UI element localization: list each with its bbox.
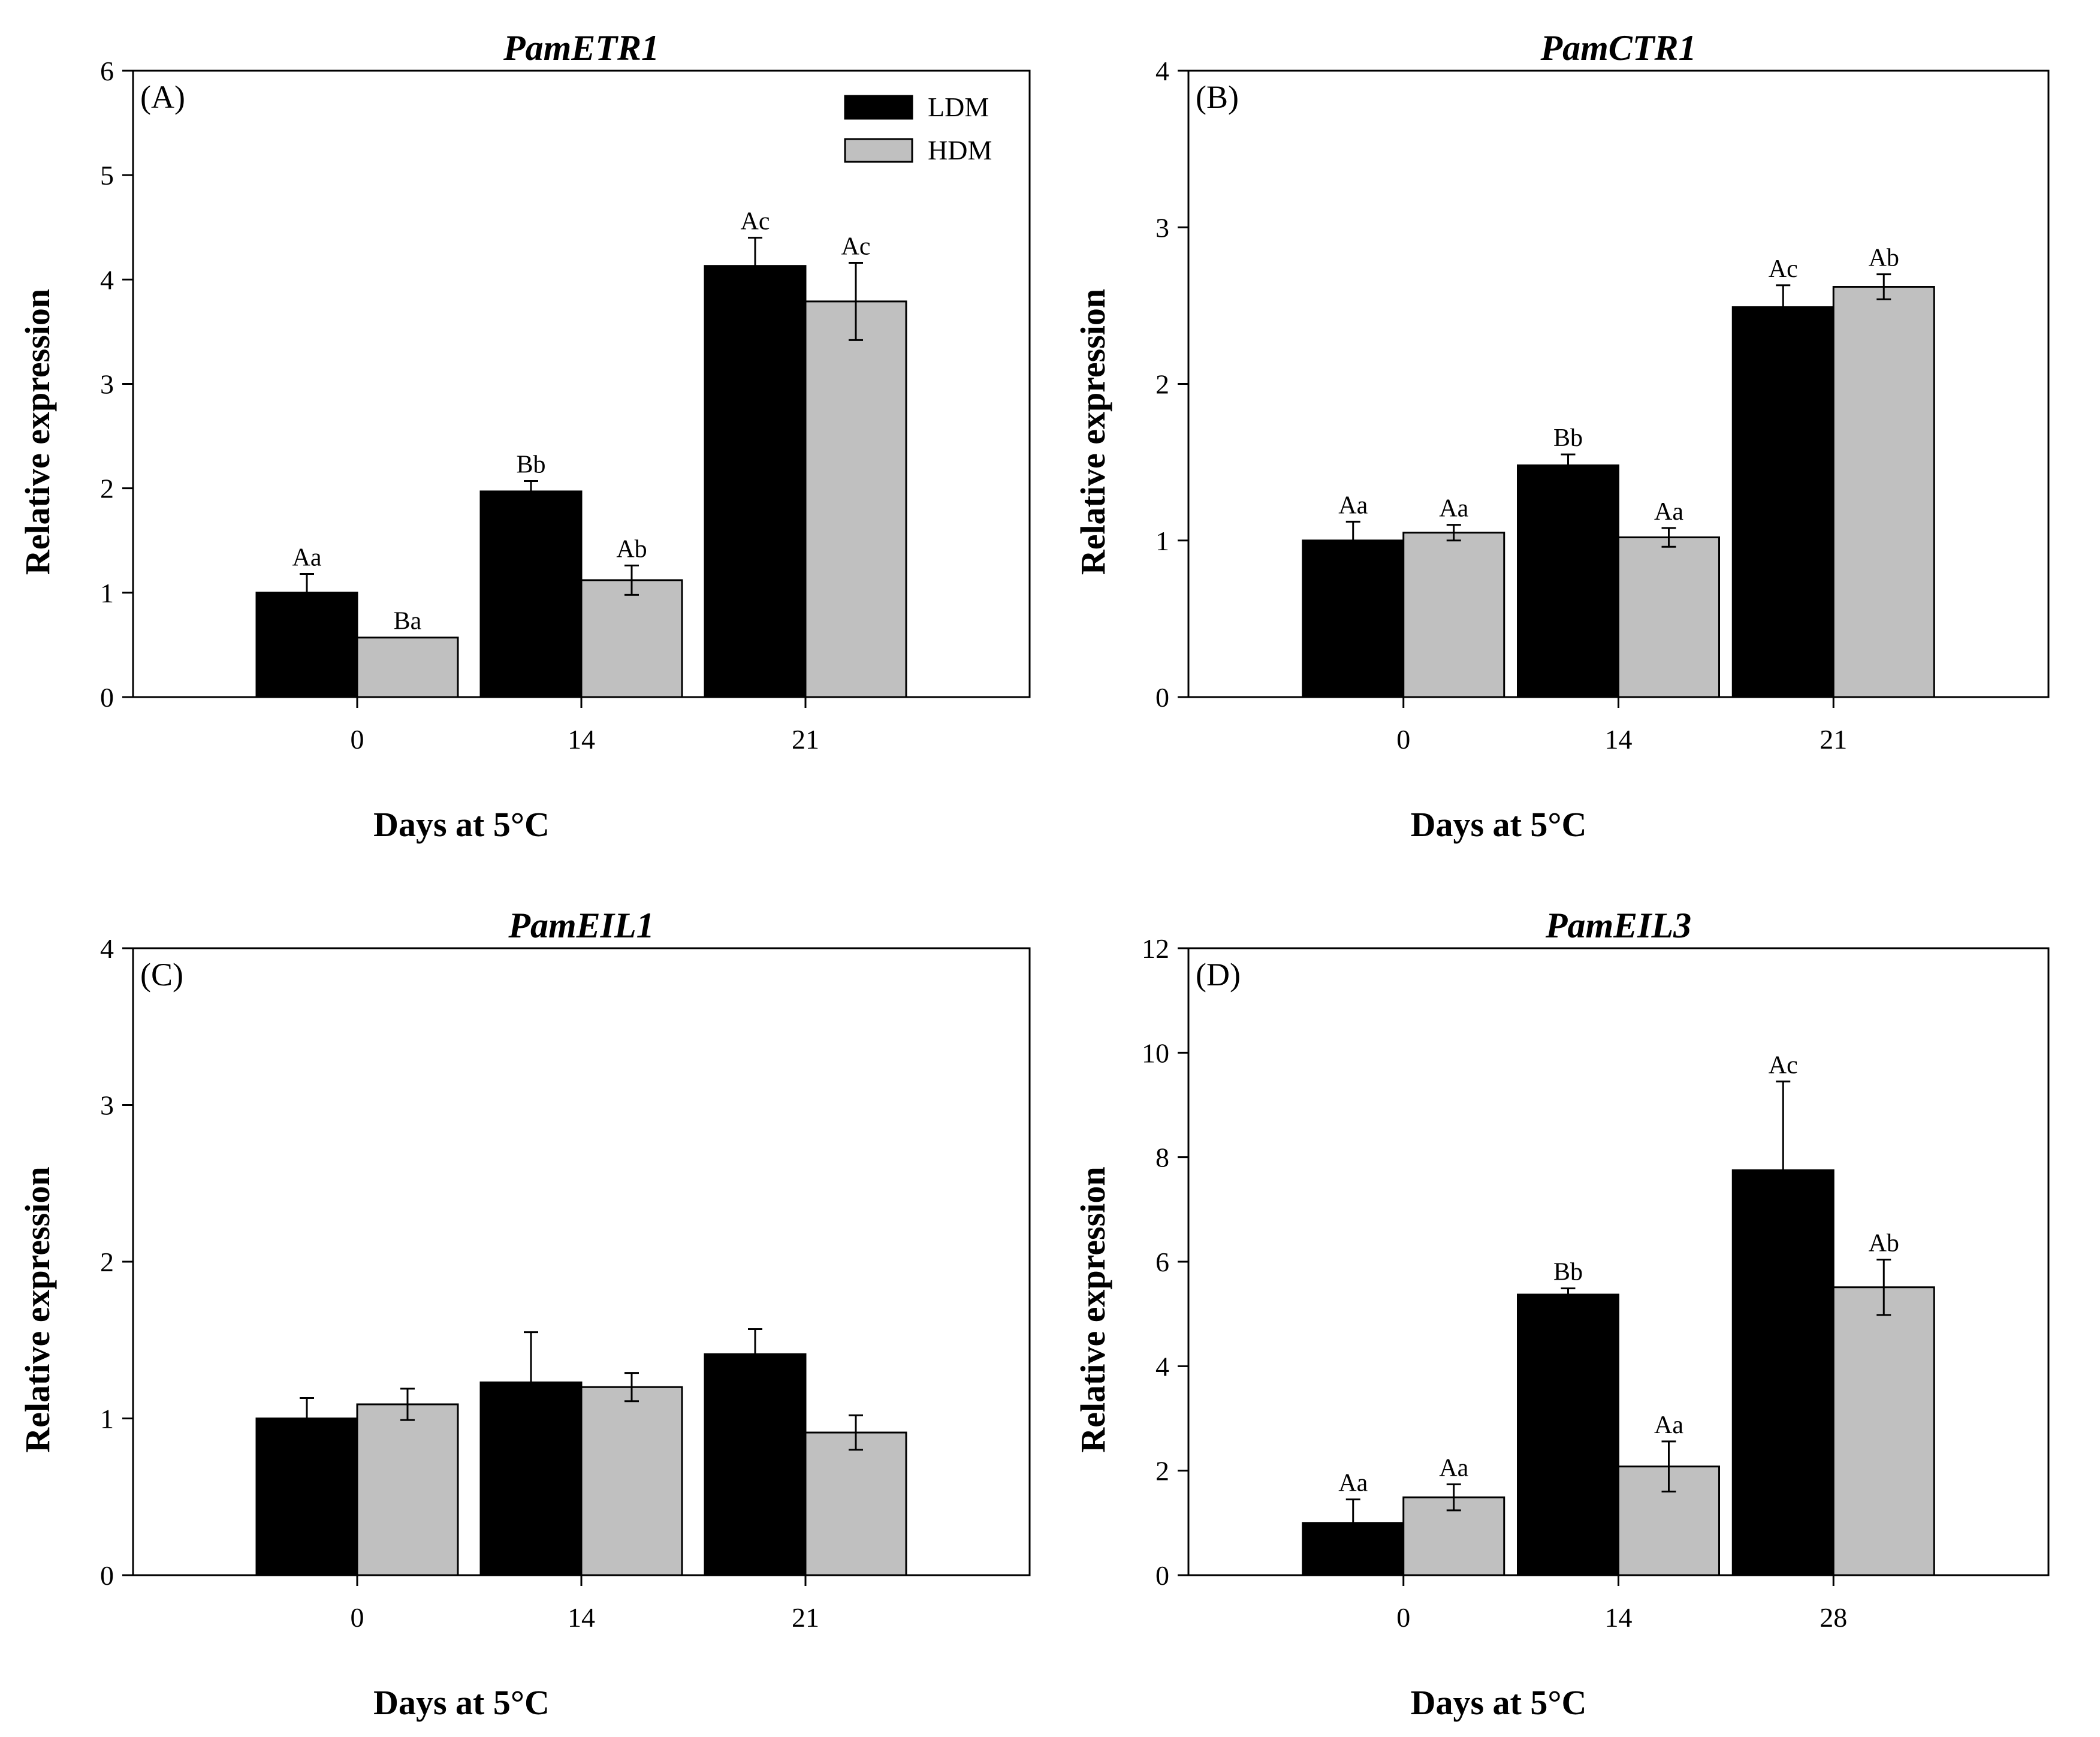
x-axis-label: Days at 5°C — [1411, 1683, 1587, 1722]
y-tick-label: 4 — [100, 933, 114, 964]
y-tick-label: 1 — [1155, 526, 1169, 556]
y-axis-label: Relative expression — [1073, 1166, 1112, 1452]
y-tick-label: 0 — [1155, 1560, 1169, 1591]
panel-c: 0 1 2 3 4 0 14 21 PamEIL1 (C) Days at 5°C Relative … — [18, 906, 1031, 1722]
y-tick-label: 2 — [100, 1247, 114, 1277]
x-tick-label: 0 — [1396, 724, 1410, 755]
y-tick-label: 0 — [100, 1560, 114, 1591]
bar-ldm — [1731, 306, 1835, 698]
x-tick-label: 0 — [1396, 1602, 1410, 1633]
significance-label: Ab — [1869, 1230, 1899, 1257]
panel-title: PamEIL1 — [508, 906, 654, 945]
bar-ldm — [704, 1353, 807, 1576]
y-tick-label: 12 — [1142, 933, 1169, 964]
x-axis-label: Days at 5°C — [1411, 805, 1587, 844]
significance-label: Aa — [1654, 1412, 1683, 1439]
bar-ldm — [1302, 539, 1405, 698]
panel-label: (A) — [140, 79, 185, 115]
y-tick-label: 2 — [1155, 369, 1169, 400]
bar-ldm — [1517, 1293, 1619, 1576]
significance-label: Aa — [1439, 1454, 1468, 1482]
bar-hdm — [1832, 1286, 1935, 1576]
significance-label: Bb — [1553, 1258, 1583, 1286]
y-tick-label: 10 — [1142, 1038, 1169, 1068]
x-axis-label: Days at 5°C — [373, 1683, 550, 1722]
significance-label: Ab — [616, 536, 647, 563]
y-axis-label: Relative expression — [18, 289, 57, 575]
bar-hdm — [1402, 532, 1505, 698]
significance-label: Bb — [516, 451, 545, 478]
x-tick-label: 21 — [792, 1602, 819, 1633]
y-axis-label: Relative expression — [1073, 289, 1112, 575]
bar-hdm — [356, 1403, 459, 1576]
significance-label: Bb — [1553, 424, 1583, 452]
legend: LDM HDM — [844, 92, 992, 165]
bar-hdm — [580, 1386, 683, 1576]
panel-label: (C) — [140, 957, 183, 993]
x-tick-label: 0 — [351, 724, 364, 755]
y-tick-label: 1 — [100, 1404, 114, 1434]
x-tick-label: 21 — [1820, 724, 1847, 755]
y-axis-label: Relative expression — [18, 1166, 57, 1452]
legend-label-ldm: LDM — [928, 92, 989, 122]
legend-label-hdm: HDM — [928, 135, 992, 165]
significance-label: Ac — [841, 233, 871, 260]
panel-a: 0 1 2 3 4 5 6 0 Aa Ba 14 Bb Ab 21 Ac Ac PamETR1 (A) Days a… — [18, 28, 1031, 844]
y-tick-label: 2 — [1155, 1456, 1169, 1486]
y-tick-label: 5 — [100, 160, 114, 191]
y-tick-label: 2 — [100, 474, 114, 504]
y-tick-label: 0 — [100, 682, 114, 713]
bar-hdm — [356, 637, 459, 698]
significance-label: Aa — [1654, 498, 1683, 526]
x-tick-label: 0 — [351, 1602, 364, 1633]
significance-label: Aa — [1338, 491, 1368, 519]
x-tick-label: 28 — [1820, 1602, 1847, 1633]
x-tick-label: 14 — [568, 724, 595, 755]
x-tick-label: 14 — [1605, 1602, 1633, 1633]
bar-hdm — [804, 1431, 907, 1576]
panel-d: 0 2 4 6 8 10 12 0 Aa Aa 14 Bb Aa 28 Ac Ab PamEIL3 (D) Days… — [1073, 906, 2050, 1722]
bar-ldm — [1517, 464, 1619, 698]
bar-hdm — [804, 300, 907, 698]
bar-hdm — [1832, 286, 1935, 698]
significance-label: Ac — [1769, 1051, 1798, 1079]
y-tick-label: 3 — [100, 1090, 114, 1121]
panel-title: PamCTR1 — [1540, 28, 1696, 68]
y-tick-label: 3 — [1155, 212, 1169, 243]
y-tick-label: 4 — [1155, 56, 1169, 86]
significance-label: Aa — [1439, 495, 1468, 523]
x-tick-label: 14 — [568, 1602, 595, 1633]
y-tick-label: 6 — [1155, 1247, 1169, 1277]
x-tick-label: 21 — [792, 724, 819, 755]
bar-ldm — [255, 1418, 358, 1576]
y-tick-label: 1 — [100, 578, 114, 608]
bar-hdm — [1618, 536, 1720, 698]
panel-label: (D) — [1196, 957, 1241, 993]
panel-label: (B) — [1196, 79, 1239, 115]
y-tick-label: 8 — [1155, 1142, 1169, 1173]
bar-ldm — [704, 265, 807, 698]
x-axis-label: Days at 5°C — [373, 805, 550, 844]
y-tick-label: 6 — [100, 56, 114, 86]
y-tick-label: 0 — [1155, 682, 1169, 713]
panel-title: PamETR1 — [503, 28, 659, 68]
significance-label: Aa — [292, 544, 322, 571]
legend-swatch-ldm — [844, 95, 913, 120]
bar-hdm — [580, 579, 683, 698]
significance-label: Ba — [394, 608, 422, 635]
significance-label: Ab — [1869, 245, 1899, 272]
legend-swatch-hdm — [844, 138, 913, 163]
panel-b: 0 1 2 3 4 0 Aa Aa 14 Bb Aa 21 Ac Ab PamCTR1 (B) Days at … — [1073, 28, 2050, 844]
significance-label: Aa — [1338, 1470, 1368, 1497]
significance-label: Ac — [741, 208, 770, 236]
significance-label: Ac — [1769, 255, 1798, 283]
y-tick-label: 3 — [100, 369, 114, 400]
x-tick-label: 14 — [1605, 724, 1633, 755]
y-tick-label: 4 — [100, 264, 114, 295]
panel-title: PamEIL3 — [1545, 906, 1691, 945]
y-tick-label: 4 — [1155, 1351, 1169, 1382]
bar-ldm — [479, 490, 583, 698]
